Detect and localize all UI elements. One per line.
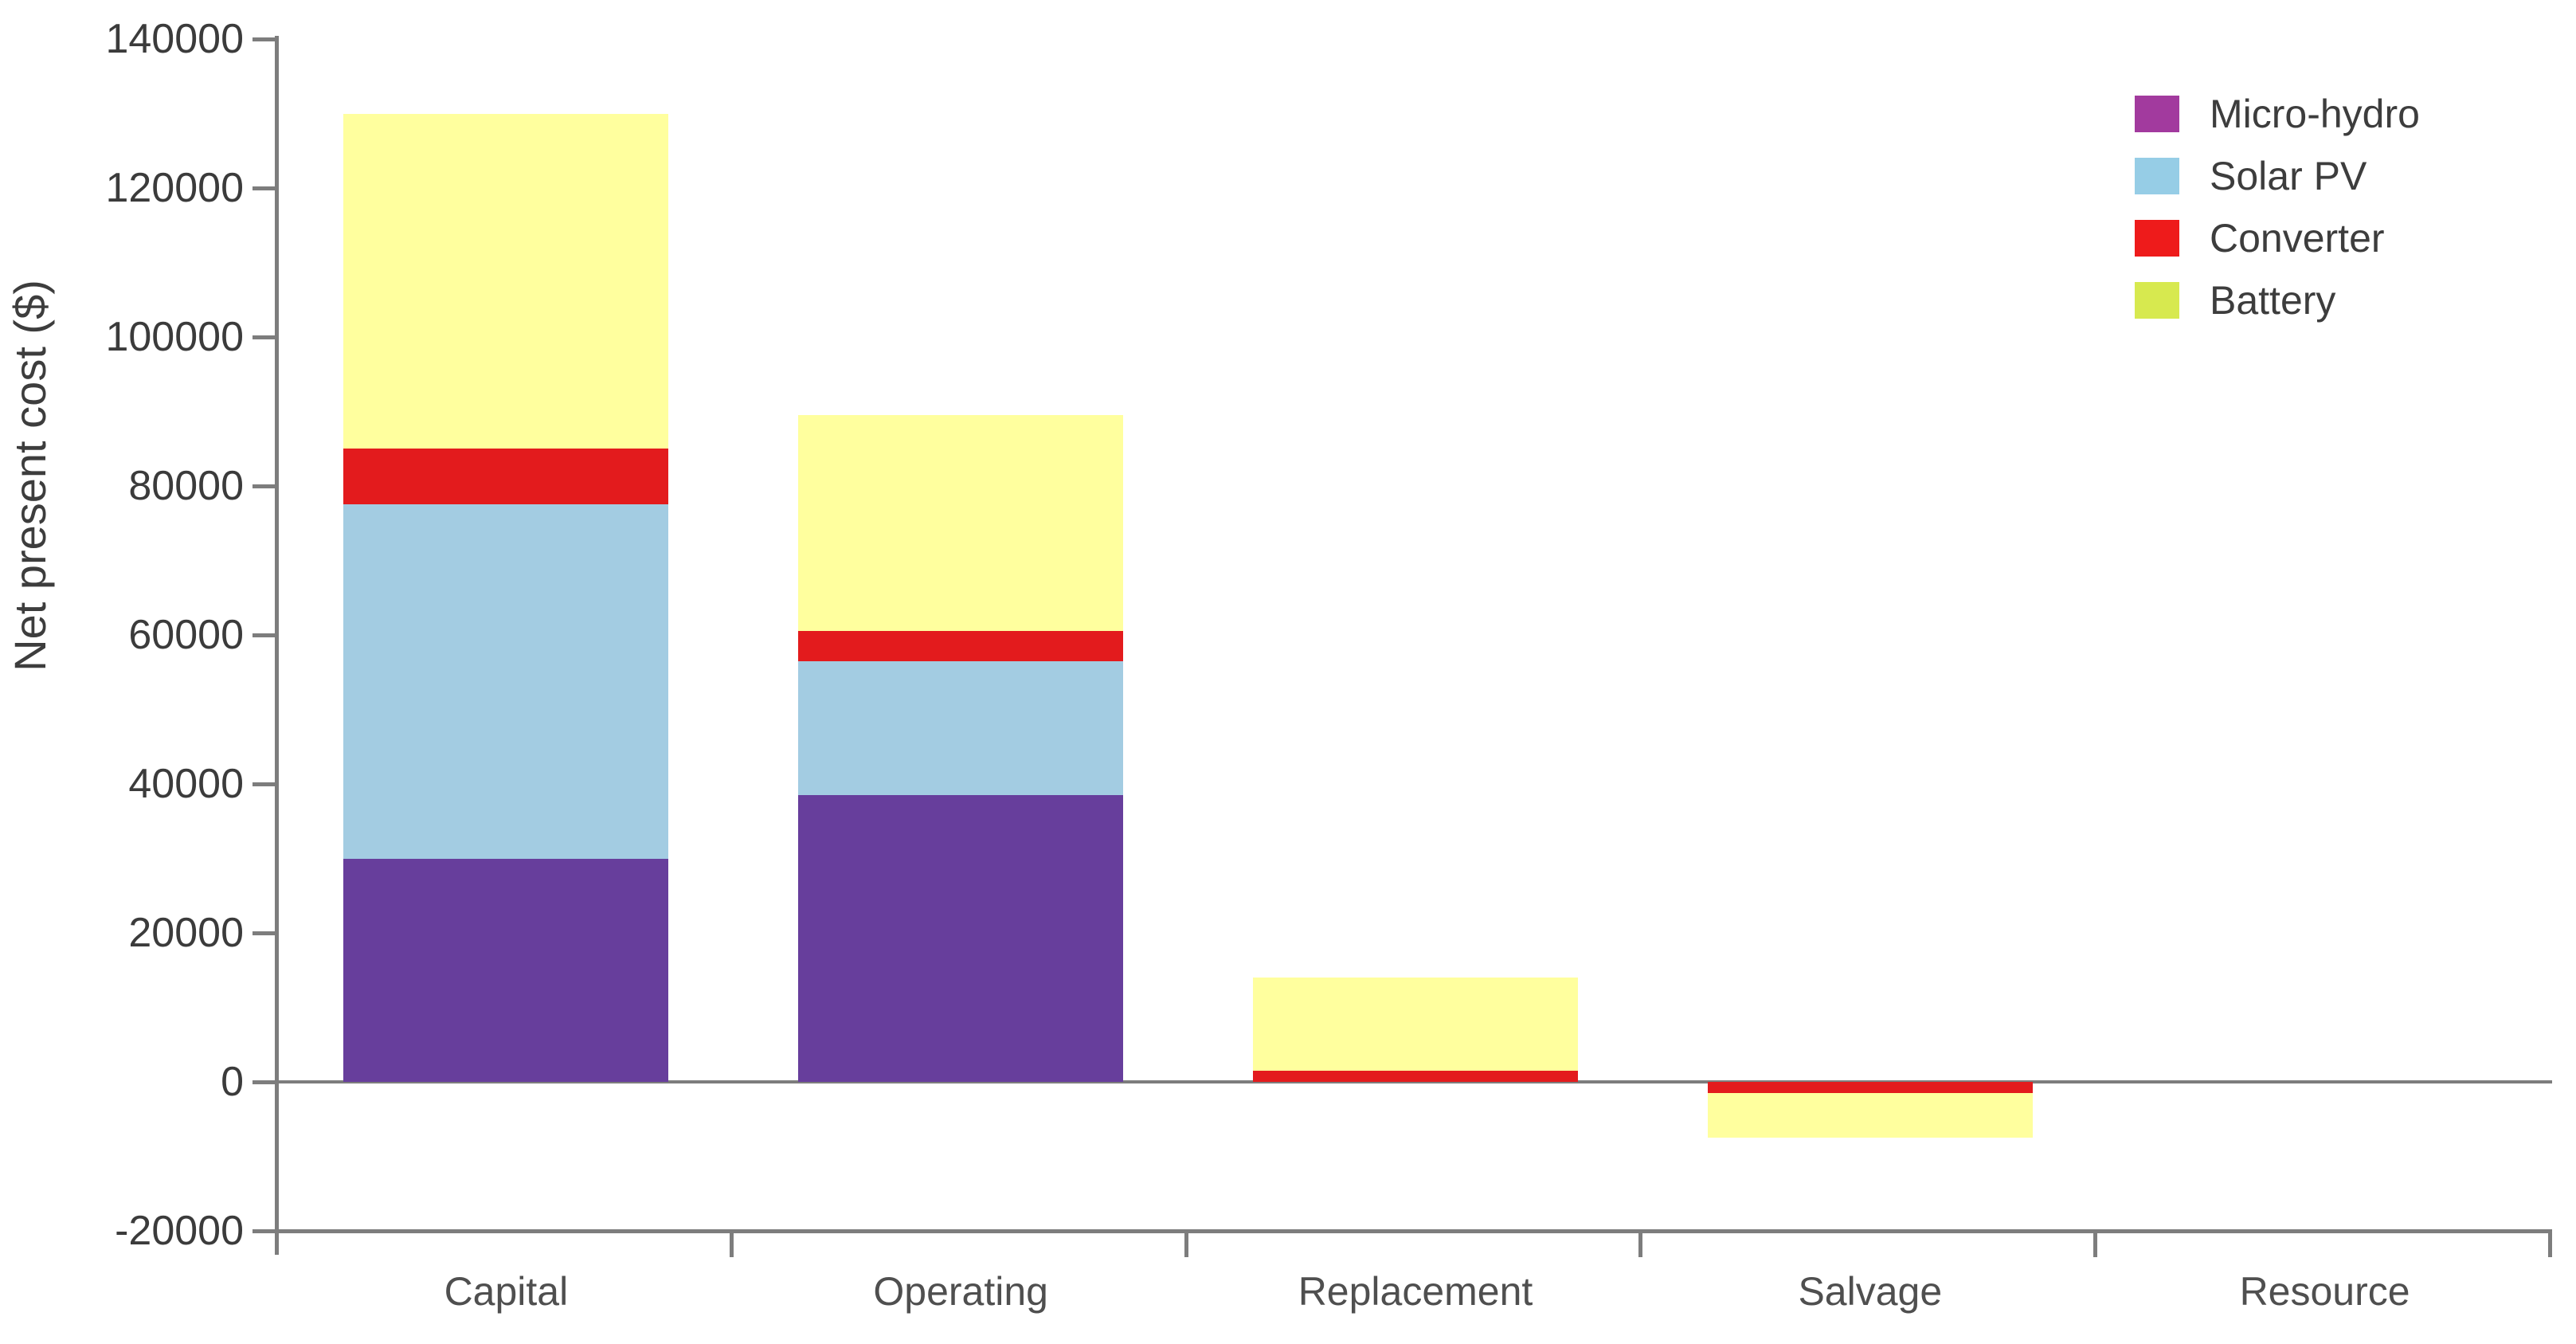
y-tick-label: 60000 — [128, 612, 244, 658]
bar-segment-solar-pv — [798, 660, 1124, 796]
legend-row: Battery — [2135, 269, 2420, 331]
bar-segment-solar-pv — [343, 504, 669, 859]
legend-label: Solar PV — [2210, 154, 2367, 198]
y-axis-tick — [253, 1080, 275, 1084]
legend-label: Converter — [2210, 216, 2385, 261]
bar-segment-battery — [1707, 1093, 2033, 1138]
x-axis-tick — [729, 1233, 734, 1257]
bar-segment-battery — [343, 113, 669, 449]
x-category-label: Capital — [444, 1269, 569, 1314]
y-axis-tick — [253, 37, 275, 41]
battery-swatch-icon — [2135, 282, 2179, 319]
bar-segment-battery — [798, 415, 1124, 632]
solar-pv-swatch-icon — [2135, 158, 2179, 194]
y-axis-tick — [253, 335, 275, 339]
y-axis-tick — [253, 782, 275, 786]
y-axis-line — [275, 36, 279, 1255]
x-category-label: Salvage — [1798, 1269, 1943, 1314]
x-axis-tick — [2093, 1233, 2098, 1257]
bar-segment-converter — [1707, 1082, 2033, 1094]
y-tick-label: 80000 — [128, 463, 244, 509]
y-axis-tick — [253, 484, 275, 488]
micro-hydro-swatch-icon — [2135, 96, 2179, 132]
y-axis-tick — [253, 931, 275, 935]
legend: Micro-hydro Solar PV Converter Battery — [2135, 83, 2420, 331]
x-axis-line — [275, 1229, 2552, 1233]
x-axis-tick — [1184, 1233, 1188, 1257]
bar-segment-converter — [1253, 1070, 1578, 1082]
x-axis-tick — [1638, 1233, 1643, 1257]
y-tick-label: 20000 — [128, 910, 244, 956]
y-axis-tick — [253, 633, 275, 637]
y-tick-label: 40000 — [128, 761, 244, 807]
bar-segment-micro-hydro — [343, 858, 669, 1082]
y-tick-label: 140000 — [105, 16, 244, 62]
legend-row: Solar PV — [2135, 145, 2420, 207]
bar-segment-converter — [798, 631, 1124, 661]
y-tick-label: -20000 — [115, 1208, 244, 1254]
x-category-label: Resource — [2239, 1269, 2410, 1314]
legend-row: Micro-hydro — [2135, 83, 2420, 145]
legend-label: Micro-hydro — [2210, 92, 2420, 136]
x-axis-tick — [2548, 1233, 2552, 1257]
bar-segment-converter — [343, 449, 669, 505]
bar-segment-micro-hydro — [798, 795, 1124, 1082]
legend-label: Battery — [2210, 278, 2336, 323]
zero-line — [279, 1080, 2552, 1083]
y-tick-label: 100000 — [105, 314, 244, 360]
y-tick-label: 0 — [221, 1059, 244, 1105]
legend-row: Converter — [2135, 207, 2420, 269]
y-axis-tick — [253, 1229, 275, 1233]
y-tick-label: 120000 — [105, 165, 244, 211]
x-category-label: Replacement — [1298, 1269, 1533, 1314]
bar-segment-battery — [1253, 978, 1578, 1071]
x-category-label: Operating — [873, 1269, 1048, 1314]
converter-swatch-icon — [2135, 220, 2179, 257]
y-axis-tick — [253, 186, 275, 190]
